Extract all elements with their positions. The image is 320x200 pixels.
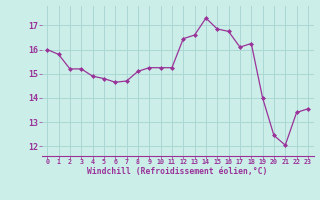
X-axis label: Windchill (Refroidissement éolien,°C): Windchill (Refroidissement éolien,°C): [87, 167, 268, 176]
